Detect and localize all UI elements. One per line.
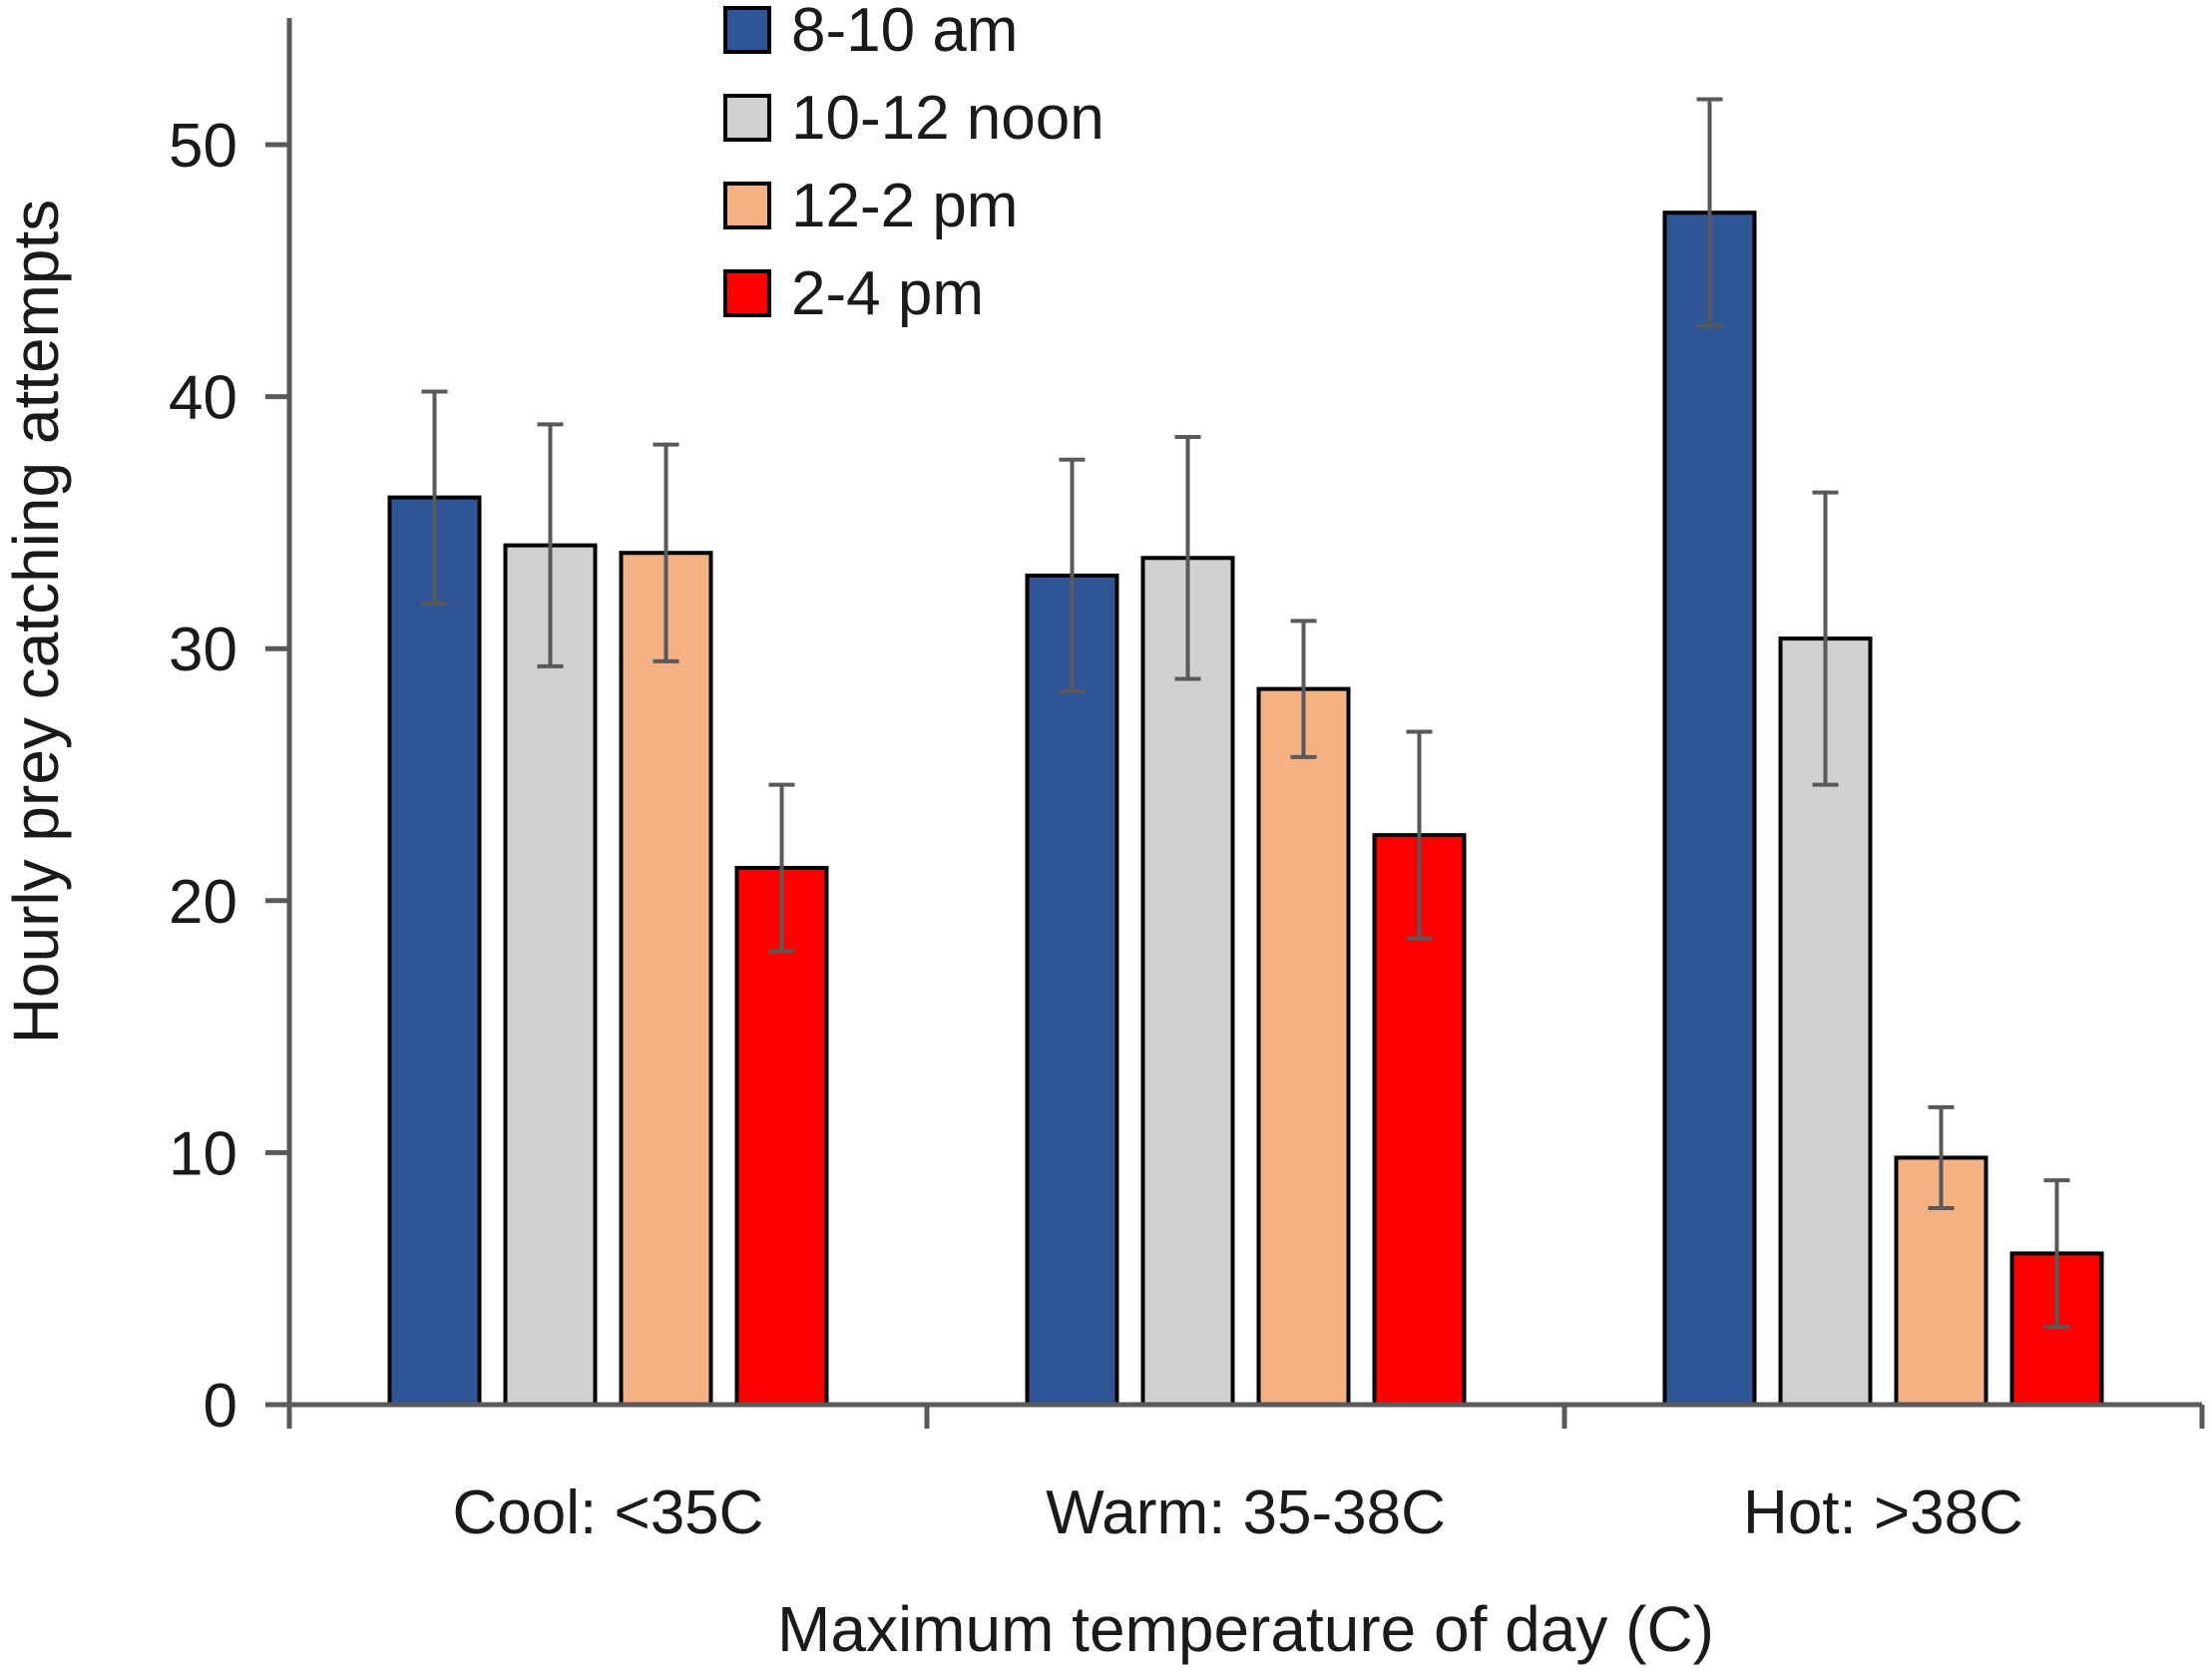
error-bar-12-2-pm-cat-2: [1928, 1104, 1955, 1210]
x-axis-title: Maximum temperature of day (C): [777, 1593, 1714, 1665]
error-bar-2-4-pm-cat-1: [1406, 729, 1433, 941]
legend-item-8-10-am: 8-10 am: [723, 0, 1018, 65]
y-tick-label-50: 50: [169, 112, 237, 181]
error-bars-layer: [421, 97, 2070, 1329]
y-tick-label-40: 40: [169, 364, 237, 433]
error-bar-8-10-am-cat-2: [1696, 97, 1723, 328]
error-bar-8-10-am-cat-0: [421, 389, 448, 606]
y-tick-label-20: 20: [169, 868, 237, 937]
x-category-label-2: Hot: >38C: [1743, 1478, 2023, 1547]
legend-label-2-4-pm: 2-4 pm: [791, 259, 984, 328]
y-tick-label-0: 0: [204, 1372, 237, 1441]
legend-swatch-8-10-am: [723, 6, 771, 54]
legend-swatch-2-4-pm: [723, 269, 771, 317]
axes-layer: [265, 18, 2205, 1429]
error-bar-10-12-noon-cat-2: [1812, 490, 1839, 787]
bars-layer: [387, 210, 2104, 1408]
bar-12-2-pm-cat-2: [1894, 1155, 1989, 1408]
bar-2-4-pm-cat-0: [734, 865, 829, 1407]
error-bar-2-4-pm-cat-2: [2043, 1178, 2070, 1329]
bar-8-10-am-cat-2: [1662, 210, 1757, 1407]
error-bar-12-2-pm-cat-0: [653, 442, 679, 663]
bar-8-10-am-cat-0: [387, 495, 482, 1407]
x-category-label-1: Warm: 35-38C: [1046, 1478, 1446, 1547]
y-axis-title: Hourly prey catching attempts: [0, 200, 72, 1045]
y-tick-label-10: 10: [169, 1119, 237, 1188]
bar-10-12-noon-cat-1: [1140, 556, 1235, 1407]
error-bar-12-2-pm-cat-1: [1290, 619, 1317, 759]
error-bar-10-12-noon-cat-0: [537, 422, 564, 668]
bar-8-10-am-cat-1: [1025, 573, 1119, 1407]
legend-label-8-10-am: 8-10 am: [791, 0, 1018, 65]
legend-item-12-2-pm: 12-2 pm: [723, 172, 1018, 240]
y-tick-label-30: 30: [169, 616, 237, 684]
error-bar-10-12-noon-cat-1: [1174, 435, 1201, 681]
legend-swatch-10-12-noon: [723, 94, 771, 142]
bar-10-12-noon-cat-0: [503, 543, 598, 1407]
error-bar-8-10-am-cat-1: [1059, 457, 1086, 694]
legend-item-10-12-noon: 10-12 noon: [723, 84, 1105, 153]
bar-12-2-pm-cat-0: [619, 551, 713, 1407]
legend-swatch-12-2-pm: [723, 182, 771, 229]
legend-label-10-12-noon: 10-12 noon: [791, 84, 1105, 153]
legend-label-12-2-pm: 12-2 pm: [791, 172, 1018, 240]
legend: 8-10 am 10-12 noon 12-2 pm 2-4 pm: [723, 0, 1105, 328]
bar-12-2-pm-cat-1: [1256, 686, 1351, 1407]
legend-item-2-4-pm: 2-4 pm: [723, 259, 984, 328]
error-bar-2-4-pm-cat-0: [768, 782, 795, 954]
x-category-label-0: Cool: <35C: [453, 1478, 764, 1547]
labels-layer: 0 10 20 30 40 50 Cool: <35C Warm: 35-38C Hot: >3…: [0, 112, 2023, 1665]
